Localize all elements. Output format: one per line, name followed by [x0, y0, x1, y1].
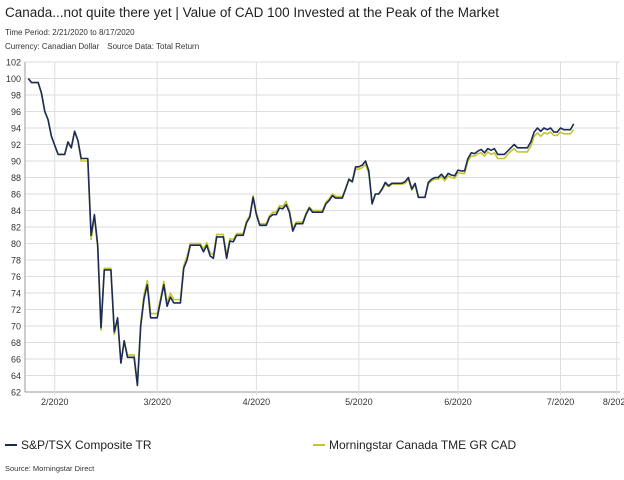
legend-item-tsx: S&P/TSX Composite TR [5, 438, 152, 452]
y-tick-label: 72 [11, 305, 21, 315]
currency-label: Currency: Canadian Dollar [5, 42, 100, 51]
y-tick-label: 76 [11, 272, 21, 282]
x-tick-label: 3/2020 [143, 397, 171, 407]
y-tick-label: 92 [11, 140, 21, 150]
y-tick-label: 78 [11, 256, 21, 266]
currency-source-row: Currency: Canadian Dollar Source Data: To… [5, 42, 199, 51]
time-period-label: Time Period: 2/21/2020 to 8/17/2020 [5, 28, 135, 37]
legend-swatch-morningstar [313, 444, 325, 446]
y-tick-label: 80 [11, 239, 21, 249]
chart-series [27, 77, 575, 387]
y-tick-label: 68 [11, 338, 21, 348]
y-tick-label: 64 [11, 371, 21, 381]
y-tick-label: 94 [11, 124, 21, 134]
x-tick-label: 4/2020 [243, 397, 271, 407]
series-line-morningstar [27, 77, 575, 385]
y-tick-label: 86 [11, 190, 21, 200]
y-tick-label: 62 [11, 388, 21, 398]
x-tick-label: 8/2020 [603, 397, 624, 407]
chart-title: Canada...not quite there yet | Value of … [5, 5, 500, 20]
source-data-label: Source Data: Total Return [107, 42, 200, 51]
y-tick-label: 74 [11, 289, 21, 299]
y-tick-label: 82 [11, 223, 21, 233]
y-tick-label: 70 [11, 322, 21, 332]
x-tick-label: 6/2020 [444, 397, 472, 407]
y-tick-label: 88 [11, 173, 21, 183]
series-line-tsx [27, 77, 575, 387]
x-tick-label: 7/2020 [547, 397, 575, 407]
source-footnote: Source: Morningstar Direct [5, 464, 95, 473]
legend-label-tsx: S&P/TSX Composite TR [21, 438, 152, 452]
legend-item-morningstar: Morningstar Canada TME GR CAD [313, 438, 516, 452]
x-tick-label: 2/2020 [41, 397, 69, 407]
y-tick-label: 102 [6, 58, 21, 68]
y-tick-label: 98 [11, 91, 21, 101]
x-tick-label: 5/2020 [345, 397, 373, 407]
x-axis: 2/2020 3/2020 4/2020 5/2020 6/2020 7/2020 8/20… [41, 397, 624, 407]
line-chart: 62 64 66 68 70 72 74 76 78 80 82 84 86 88 90 92 94 96 98 10… [6, 58, 624, 408]
y-tick-label: 66 [11, 355, 21, 365]
y-tick-label: 100 [6, 74, 21, 84]
y-tick-label: 96 [11, 107, 21, 117]
legend-swatch-tsx [5, 444, 17, 446]
legend-label-morningstar: Morningstar Canada TME GR CAD [329, 438, 517, 452]
y-axis: 62 64 66 68 70 72 74 76 78 80 82 84 86 88 90 92 94 96 98 10… [6, 58, 21, 398]
chart-grid [24, 61, 620, 395]
y-tick-label: 90 [11, 157, 21, 167]
y-tick-label: 84 [11, 206, 21, 216]
